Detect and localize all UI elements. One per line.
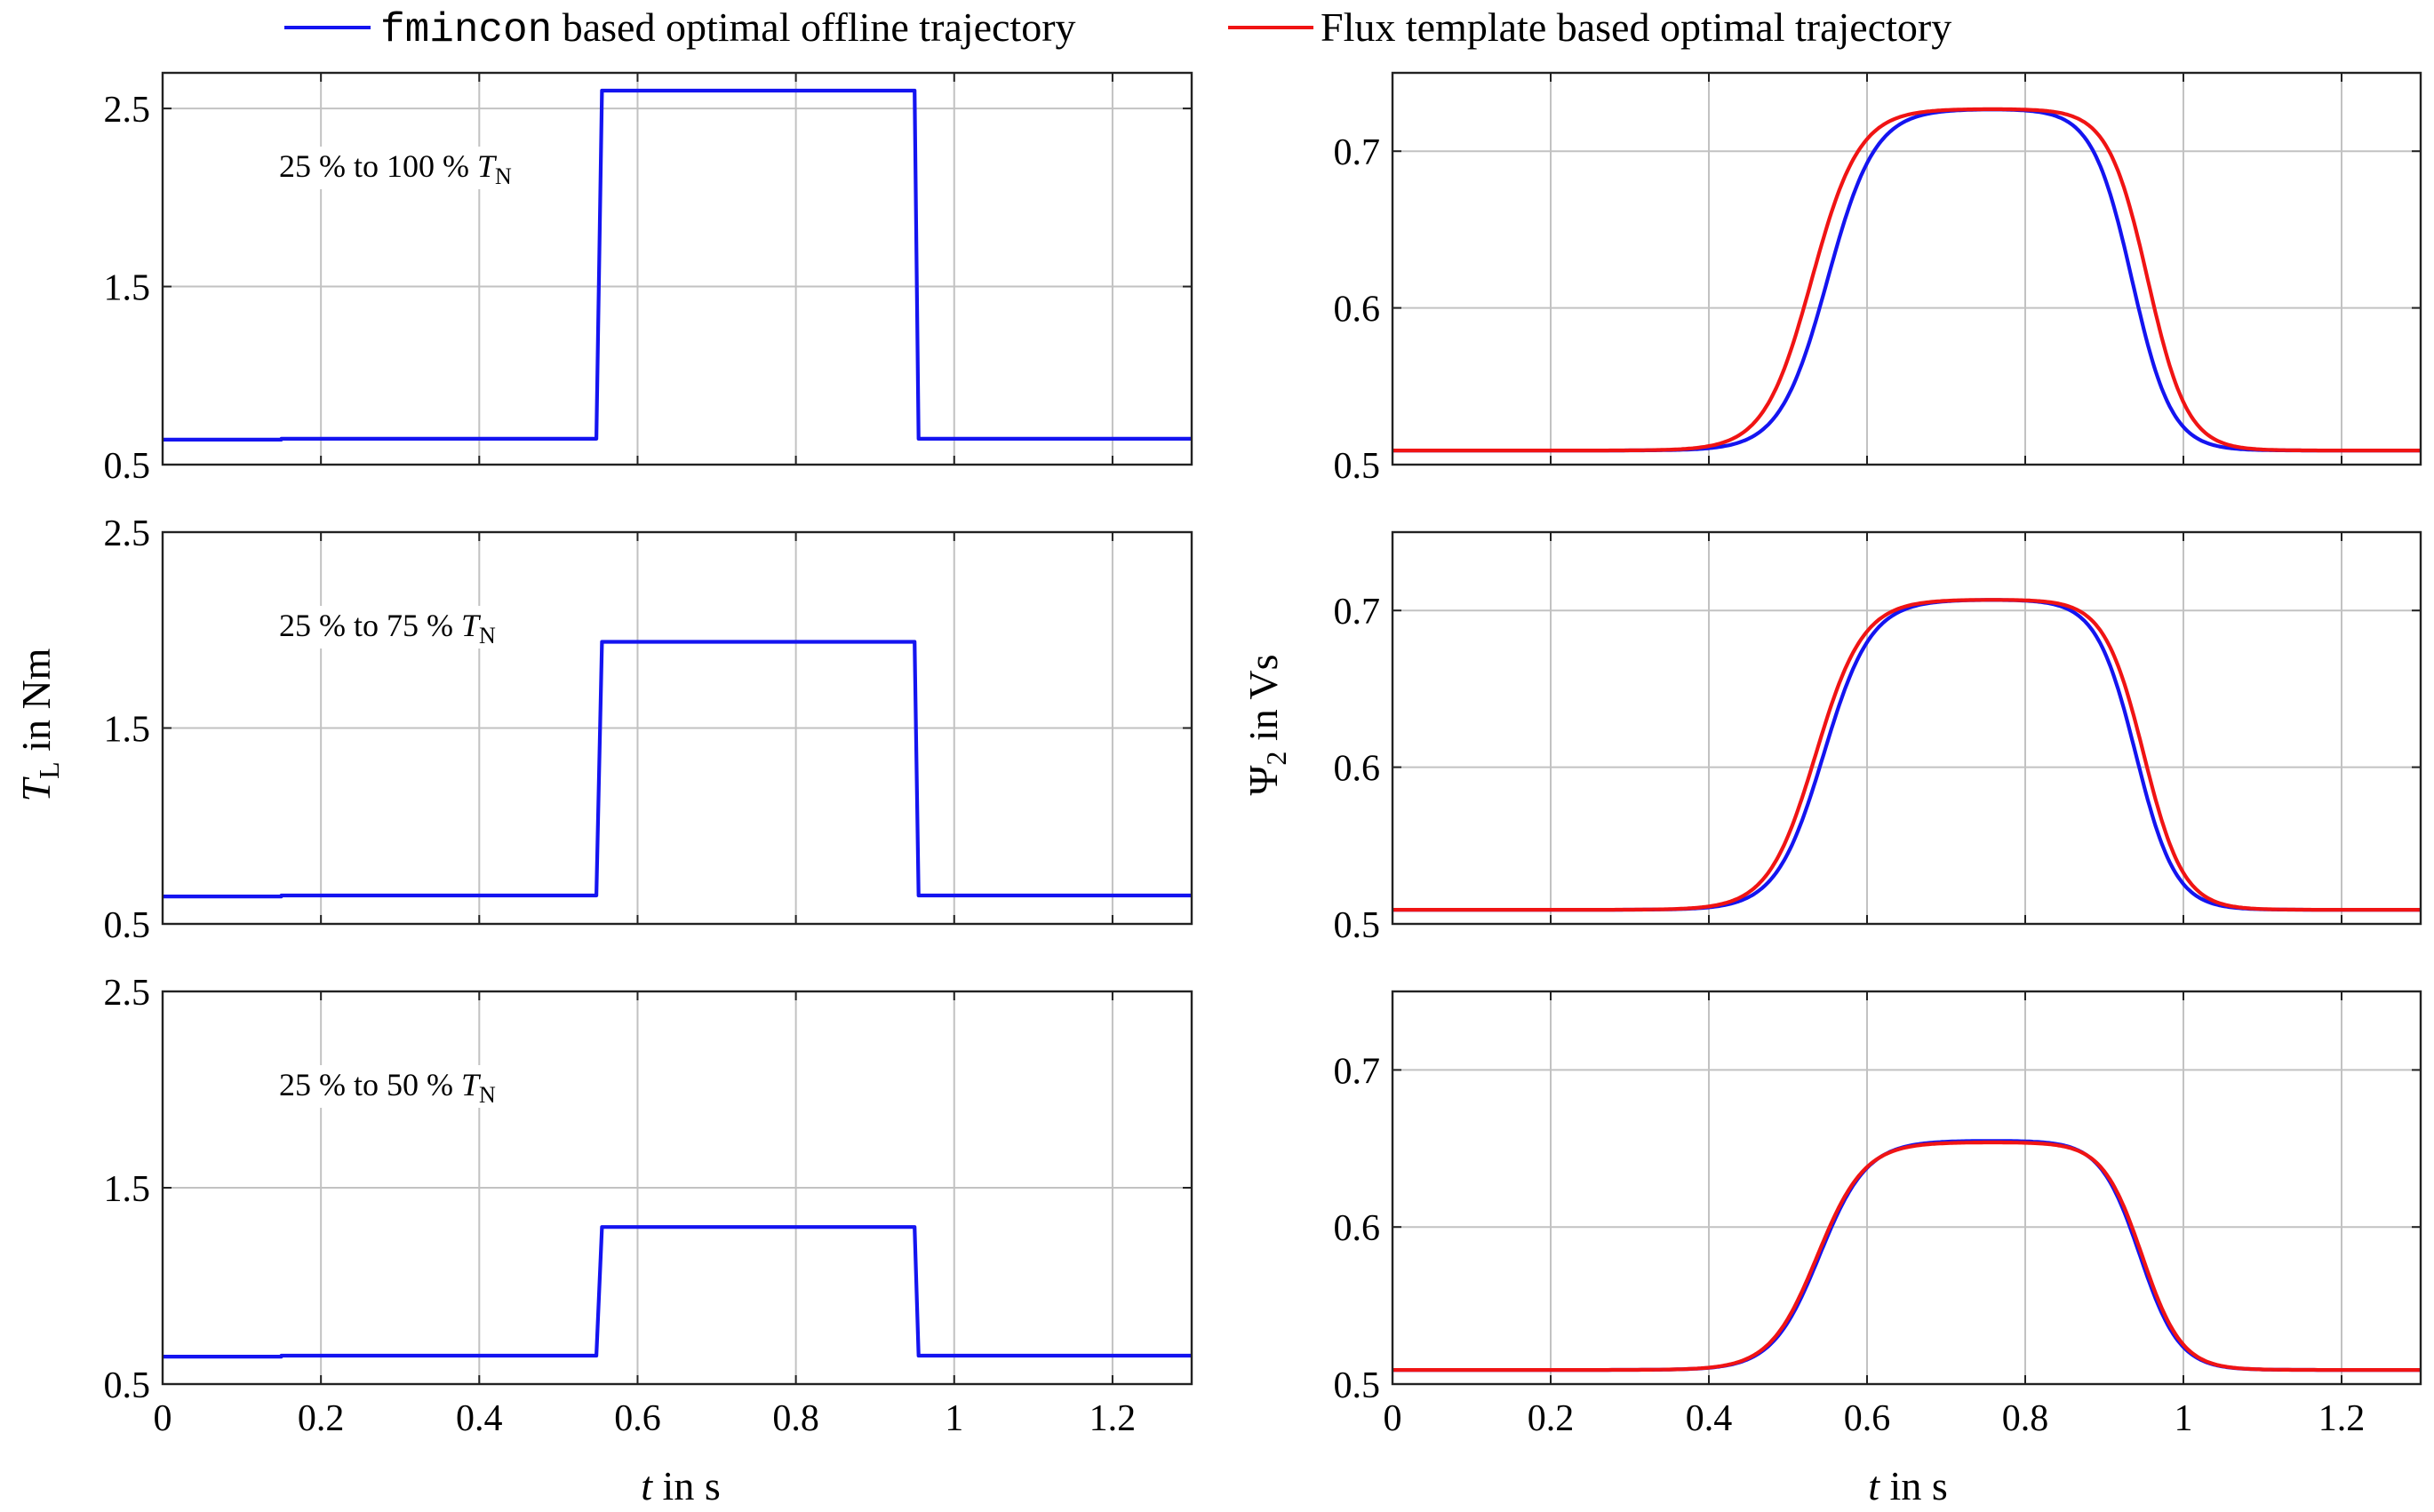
left-xlabel-rest: in s [652,1463,721,1508]
y-tick-label: 0.6 [1334,749,1381,790]
left-x-axis-label: t in s [641,1463,720,1508]
series-line-fmincon [163,640,1192,899]
plot-frame [161,71,1193,466]
panel-torque_50: 0.5 1.5 2.5 0 0.2 0.4 0.6 0.8 1 1.2 25 % to 50 % T… [104,973,1193,1439]
right-ylabel-main: Ψ [1241,766,1286,796]
annotation-text: 25 % to 100 % [279,148,477,184]
y-tick-label: 2.5 [104,513,151,554]
x-tick-label: 1.2 [2318,1398,2366,1439]
left-xlabel-var: t [641,1463,653,1508]
y-tick-label: 1.5 [104,1169,151,1210]
panel-torque_75: 0.5 1.5 2.5 25 % to 75 % TN [104,513,1193,946]
x-tick-label: 0.4 [456,1398,503,1439]
annotation-text: 25 % to 75 % [279,608,461,643]
y-tick-label: 0.5 [1334,1365,1381,1406]
right-xlabel-var: t [1868,1463,1880,1508]
x-tick-label: 0.2 [298,1398,345,1439]
y-tick-label: 0.6 [1334,1208,1381,1249]
y-tick-label: 1.5 [104,710,151,751]
annotation-background [274,1065,560,1108]
plot-frame [161,530,1193,926]
x-tick-label: 0.2 [1528,1398,1575,1439]
legend: fmincon based optimal offline trajectory… [284,4,1951,53]
x-tick-label: 0.6 [1844,1398,1891,1439]
right-y-axis-label: Ψ2 in Vs [1241,654,1292,795]
y-tick-label: 0.5 [104,905,151,946]
right-x-axis-label: t in s [1868,1463,1947,1508]
y-tick-label: 0.5 [1334,446,1381,487]
series-line-fmincon [1393,1139,2421,1373]
left-ylabel-rest: in Nm [13,648,59,761]
annotation-subscript: N [479,623,496,649]
annotation-background [274,147,560,189]
plot-frame [161,990,1193,1386]
right-ylabel-sub: 2 [1260,752,1292,766]
series-line-fmincon [1393,598,2421,912]
y-tick-label: 2.5 [104,973,151,1014]
x-tick-label: 0.4 [1686,1398,1733,1439]
panel-torque_100: 0.5 1.5 2.5 25 % to 100 % TN [104,71,1193,487]
annotation-subscript: N [479,1082,496,1108]
panel-flux_100: 0.5 0.6 0.7 [1334,71,2422,487]
x-tick-label: 1.2 [1089,1398,1137,1439]
annotation-background [274,606,560,649]
annotation-label: 25 % to 50 % TN [279,1067,496,1108]
annotation-symbol: T [461,608,482,643]
legend-fmincon-mono: fmincon [380,7,552,53]
y-tick-label: 0.5 [1334,905,1381,946]
series-line-fmincon [1393,107,2421,453]
panel-flux_50: 0.5 0.6 0.7 0 0.2 0.4 0.6 0.8 1 1.2 [1334,990,2422,1439]
panel-flux_75: 0.5 0.6 0.7 [1334,530,2422,946]
series-line-flux [1393,107,2421,453]
legend-label-flux: Flux template based optimal trajectory [1321,4,1951,50]
legend-fmincon-text: based optimal offline trajectory [552,4,1075,50]
series-line-fmincon [163,88,1192,442]
annotation-symbol: T [461,1067,482,1102]
series-line-flux [1393,598,2421,912]
right-xlabel-rest: in s [1879,1463,1948,1508]
x-tick-label: 0.8 [772,1398,819,1439]
series-line-flux [1393,1140,2421,1373]
y-tick-label: 0.7 [1334,592,1381,633]
x-tick-label: 1 [945,1398,963,1439]
y-tick-label: 0.6 [1334,290,1381,330]
left-ylabel-sub: L [33,761,65,779]
annotation-subscript: N [495,163,512,189]
legend-label-fmincon: fmincon based optimal offline trajectory [380,4,1076,53]
y-tick-label: 0.5 [104,446,151,487]
x-tick-label: 0 [154,1398,172,1439]
y-tick-label: 0.7 [1334,1051,1381,1092]
annotation-text: 25 % to 50 % [279,1067,461,1102]
x-tick-label: 1 [2175,1398,2193,1439]
y-tick-label: 2.5 [104,90,151,131]
right-ylabel-rest: in Vs [1241,654,1286,751]
left-y-axis-label: TL in Nm [13,648,65,801]
panels: 0.51.52.525 % to 100 % TN0.50.60.70.51.5… [104,71,2422,1439]
x-tick-label: 0.6 [614,1398,661,1439]
y-tick-label: 0.5 [104,1365,151,1406]
left-ylabel-main: T [13,776,59,801]
series-line-fmincon [163,1225,1192,1359]
annotation-label: 25 % to 100 % TN [279,148,512,189]
x-tick-label: 0.8 [2002,1398,2049,1439]
plot-frame [1391,530,2422,926]
y-tick-label: 0.7 [1334,132,1381,173]
y-tick-label: 1.5 [104,268,151,309]
plot-frame [1391,990,2422,1386]
annotation-label: 25 % to 75 % TN [279,608,496,649]
x-tick-label: 0 [1384,1398,1402,1439]
plot-frame [1391,71,2422,466]
annotation-symbol: T [477,148,498,184]
